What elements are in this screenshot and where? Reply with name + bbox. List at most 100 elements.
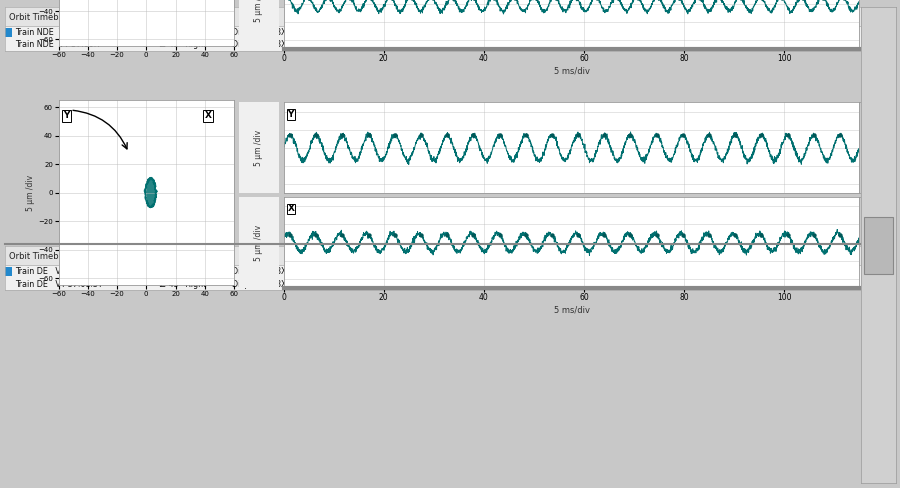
Text: ▼: ▼	[142, 30, 147, 35]
Text: 7/12/2020 12:48:12 PM: 7/12/2020 12:48:12 PM	[709, 41, 803, 49]
Point	[806, 231, 821, 239]
Text: ◄  ●: ◄ ●	[666, 281, 682, 287]
Text: ▼  ► X: ▼ ► X	[830, 269, 850, 274]
Point	[335, 231, 349, 239]
Text: Comp: 26.016 µm pp  Wf Amp: 10.029 µm pp 8508 rpm: Comp: 26.016 µm pp Wf Amp: 10.029 µm pp …	[297, 28, 521, 37]
Point	[405, 0, 419, 1]
Point	[283, 131, 297, 139]
Point	[322, 0, 337, 1]
Point	[832, 131, 847, 139]
Text: ▼  ►: ▼ ►	[830, 42, 843, 47]
Point	[780, 231, 795, 239]
Text: Train DE   VT-37.01.3X: Train DE VT-37.01.3X	[14, 267, 104, 276]
Point	[754, 131, 769, 139]
Point	[672, 0, 687, 1]
Point	[610, 0, 625, 1]
Point	[597, 231, 611, 239]
Point	[837, 0, 851, 1]
Point	[309, 231, 323, 239]
Point	[528, 0, 543, 1]
Point	[335, 131, 349, 139]
Point	[282, 0, 296, 1]
Point	[676, 231, 690, 239]
Text: 5 µm /div: 5 µm /div	[254, 0, 263, 22]
Point	[309, 131, 323, 139]
Point	[544, 131, 559, 139]
Text: 7/12/2020 12:48:12 PM: 7/12/2020 12:48:12 PM	[709, 28, 803, 37]
Bar	[5, 28, 13, 37]
Bar	[864, 217, 893, 274]
Point	[487, 0, 501, 1]
Point	[728, 231, 742, 239]
Point	[426, 0, 440, 1]
Text: 7/12/2020 12:48:12 PM: 7/12/2020 12:48:12 PM	[709, 280, 803, 288]
Text: ▼: ▼	[142, 269, 147, 274]
Text: Orbit Timebase  [All Data]: Orbit Timebase [All Data]	[9, 12, 118, 21]
Point	[650, 231, 664, 239]
Polygon shape	[144, 177, 158, 208]
Point	[384, 0, 399, 1]
Point	[597, 131, 611, 139]
Point	[702, 231, 716, 239]
Point	[518, 131, 533, 139]
Point	[364, 0, 378, 1]
Point	[796, 0, 810, 1]
Point	[446, 0, 461, 1]
Text: Disp Wf(128X/1...: Disp Wf(128X/1...	[232, 41, 302, 49]
Point	[571, 231, 585, 239]
Point	[754, 0, 769, 1]
Text: ∠ 45° Right: ∠ 45° Right	[159, 41, 206, 49]
Text: 5 µm /div: 5 µm /div	[254, 224, 263, 261]
Point	[832, 231, 847, 239]
Point	[780, 131, 795, 139]
Point	[466, 231, 481, 239]
Text: ∠ 45° Left: ∠ 45° Left	[159, 267, 201, 276]
Text: Disp Wf(128X/1...: Disp Wf(128X/1...	[232, 267, 302, 276]
Text: ∠ 45° Left: ∠ 45° Left	[159, 28, 201, 37]
Text: ▼  ► X: ▼ ► X	[830, 30, 850, 35]
Point	[414, 231, 428, 239]
Text: ▼  ►: ▼ ►	[830, 282, 843, 286]
Point	[440, 131, 454, 139]
Point	[590, 0, 605, 1]
Point	[466, 0, 481, 1]
Text: Train NDE  VT-37.00.3X: Train NDE VT-37.00.3X	[14, 28, 106, 37]
Y-axis label: 5 µm /div: 5 µm /div	[26, 175, 35, 211]
Point	[388, 131, 402, 139]
Text: ▼: ▼	[142, 42, 147, 47]
Point	[362, 231, 376, 239]
Point	[623, 231, 637, 239]
Text: Train DE   VT-37.01.3Y: Train DE VT-37.01.3Y	[14, 280, 103, 288]
Point	[775, 0, 789, 1]
Text: ◄  ●: ◄ ●	[666, 268, 682, 274]
Text: X: X	[205, 111, 212, 121]
Point	[466, 131, 481, 139]
Text: Comp: 25.338 µm pp  Wf Amp: 12.984 µm pp 8508 rpm: Comp: 25.338 µm pp Wf Amp: 12.984 µm pp …	[297, 41, 521, 49]
Point	[492, 131, 507, 139]
Point	[414, 131, 428, 139]
Point	[631, 0, 645, 1]
Point	[388, 231, 402, 239]
Point	[676, 131, 690, 139]
Point	[570, 0, 584, 1]
Bar	[5, 267, 13, 276]
Text: 5 µm /div: 5 µm /div	[254, 130, 263, 166]
Text: Train NDE  VT-37.00.Y: Train NDE VT-37.00.Y	[14, 41, 101, 49]
Point	[343, 0, 357, 1]
Point	[508, 0, 522, 1]
Point	[623, 131, 637, 139]
Point	[714, 0, 728, 1]
Point	[571, 131, 585, 139]
Point	[693, 0, 707, 1]
Point	[518, 231, 533, 239]
Point	[754, 231, 769, 239]
Point	[440, 231, 454, 239]
Text: Train: Train	[420, 12, 448, 21]
Text: ◄  ●: ◄ ●	[666, 42, 682, 48]
Text: Y: Y	[287, 110, 294, 119]
Text: Comp: 43.166 µm pp  Wf Amp: 17.441 µm pp 8508 rpm: Comp: 43.166 µm pp Wf Amp: 17.441 µm pp …	[297, 280, 521, 288]
Text: ∠ 45° Right: ∠ 45° Right	[159, 280, 206, 288]
Text: ◄  ●: ◄ ●	[666, 29, 682, 35]
Point	[283, 231, 297, 239]
Point	[302, 0, 317, 1]
